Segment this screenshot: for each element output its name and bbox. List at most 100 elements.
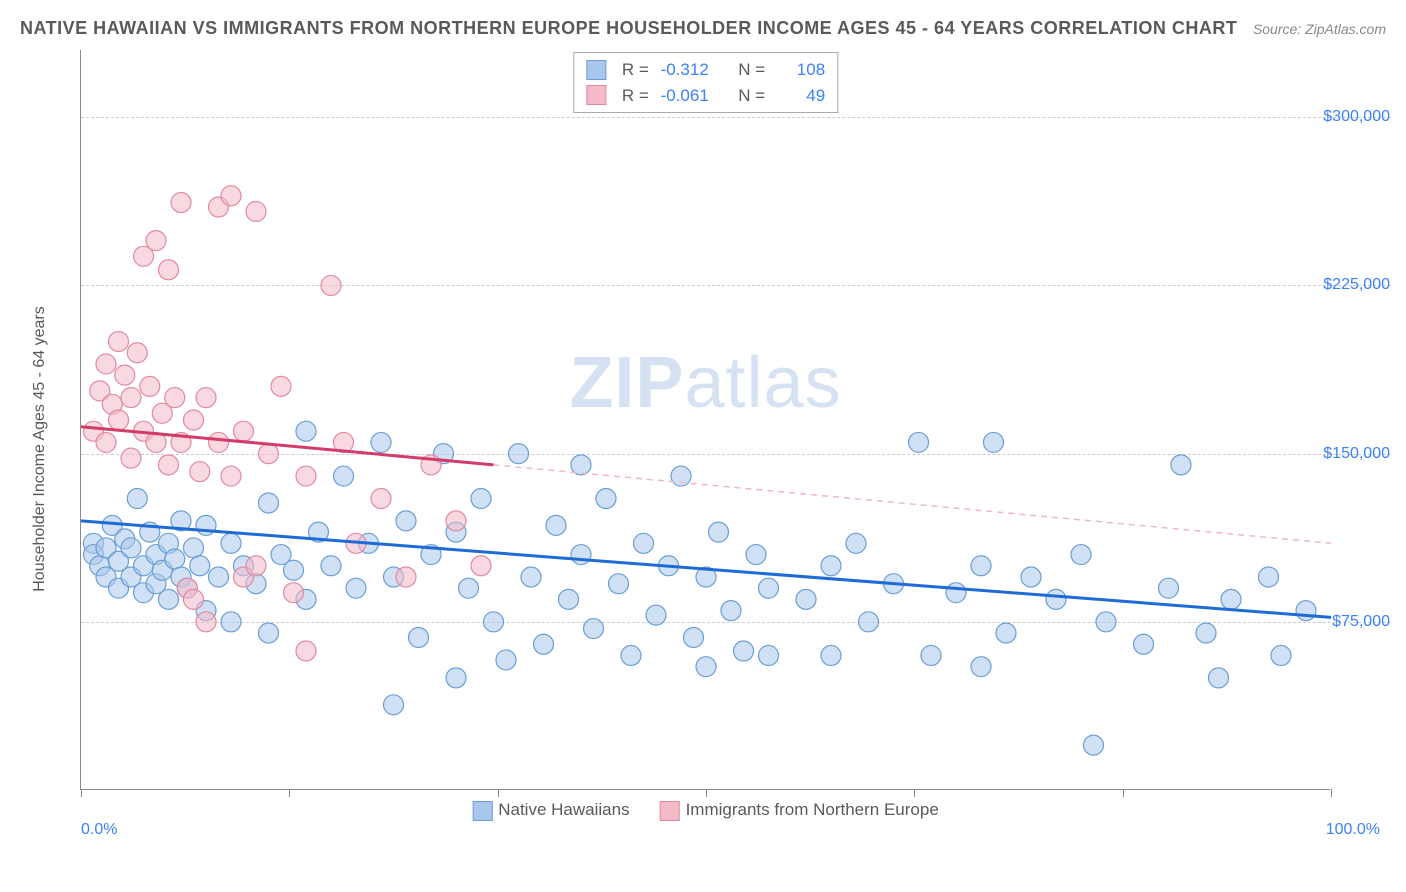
scatter-point (146, 231, 166, 251)
scatter-point (296, 641, 316, 661)
scatter-point (271, 376, 291, 396)
scatter-point (409, 628, 429, 648)
scatter-point (621, 645, 641, 665)
scatter-point (1071, 545, 1091, 565)
stats-r-label: R = (622, 57, 649, 83)
chart-container: Householder Income Ages 45 - 64 years ZI… (50, 50, 1390, 830)
scatter-point (571, 545, 591, 565)
scatter-point (721, 601, 741, 621)
scatter-point (584, 619, 604, 639)
scatter-point (684, 628, 704, 648)
scatter-point (384, 695, 404, 715)
scatter-svg (81, 50, 1330, 789)
scatter-point (1021, 567, 1041, 587)
scatter-point (184, 589, 204, 609)
source-attribution: Source: ZipAtlas.com (1253, 21, 1386, 37)
scatter-point (221, 533, 241, 553)
scatter-point (190, 462, 210, 482)
x-tick (81, 789, 82, 797)
legend-swatch (660, 801, 680, 821)
scatter-point (446, 511, 466, 531)
scatter-point (396, 511, 416, 531)
scatter-point (196, 612, 216, 632)
scatter-point (296, 421, 316, 441)
scatter-point (259, 623, 279, 643)
scatter-point (1084, 735, 1104, 755)
scatter-point (371, 488, 391, 508)
scatter-point (546, 515, 566, 535)
regression-line (81, 427, 494, 465)
scatter-point (196, 388, 216, 408)
scatter-point (96, 432, 116, 452)
legend-bottom: Native HawaiiansImmigrants from Northern… (472, 800, 939, 821)
scatter-point (1271, 645, 1291, 665)
stats-box: R =-0.312 N =108R =-0.061 N =49 (573, 52, 838, 113)
scatter-point (115, 365, 135, 385)
scatter-point (121, 448, 141, 468)
scatter-point (127, 343, 147, 363)
scatter-point (121, 388, 141, 408)
scatter-point (209, 432, 229, 452)
scatter-point (321, 556, 341, 576)
regression-line (81, 521, 1331, 617)
scatter-point (609, 574, 629, 594)
scatter-point (284, 583, 304, 603)
scatter-point (221, 186, 241, 206)
plot-area: ZIPatlas $75,000$150,000$225,000$300,000… (80, 50, 1330, 790)
scatter-point (946, 583, 966, 603)
x-tick (914, 789, 915, 797)
scatter-point (159, 260, 179, 280)
scatter-point (171, 192, 191, 212)
stats-r-label: R = (622, 83, 649, 109)
scatter-point (759, 578, 779, 598)
scatter-point (165, 549, 185, 569)
scatter-point (521, 567, 541, 587)
scatter-point (334, 466, 354, 486)
stats-n-label: N = (738, 83, 765, 109)
scatter-point (159, 589, 179, 609)
scatter-point (559, 589, 579, 609)
scatter-point (209, 567, 229, 587)
scatter-point (396, 567, 416, 587)
scatter-point (634, 533, 654, 553)
scatter-point (109, 332, 129, 352)
x-min-label: 0.0% (81, 821, 117, 839)
scatter-point (109, 410, 129, 430)
scatter-point (165, 388, 185, 408)
stats-r-value: -0.061 (659, 83, 709, 109)
scatter-point (646, 605, 666, 625)
scatter-point (184, 538, 204, 558)
scatter-point (190, 556, 210, 576)
x-tick (289, 789, 290, 797)
scatter-point (1259, 567, 1279, 587)
scatter-point (321, 275, 341, 295)
stats-row: R =-0.312 N =108 (586, 57, 825, 83)
scatter-point (246, 201, 266, 221)
scatter-point (796, 589, 816, 609)
scatter-point (140, 376, 160, 396)
chart-title: NATIVE HAWAIIAN VS IMMIGRANTS FROM NORTH… (20, 18, 1237, 39)
x-tick (498, 789, 499, 797)
legend-swatch (472, 801, 492, 821)
scatter-point (459, 578, 479, 598)
scatter-point (234, 421, 254, 441)
scatter-point (221, 466, 241, 486)
scatter-point (184, 410, 204, 430)
scatter-point (127, 488, 147, 508)
y-axis-label: Householder Income Ages 45 - 64 years (31, 306, 49, 592)
scatter-point (259, 493, 279, 513)
scatter-point (734, 641, 754, 661)
scatter-point (1221, 589, 1241, 609)
legend-item: Immigrants from Northern Europe (660, 800, 939, 821)
scatter-point (996, 623, 1016, 643)
scatter-point (159, 455, 179, 475)
stats-n-value: 108 (775, 57, 825, 83)
x-tick (1331, 789, 1332, 797)
stats-row: R =-0.061 N =49 (586, 83, 825, 109)
scatter-point (921, 645, 941, 665)
scatter-point (1159, 578, 1179, 598)
scatter-point (346, 578, 366, 598)
stats-swatch (586, 85, 606, 105)
x-max-label: 100.0% (1326, 821, 1380, 839)
scatter-point (746, 545, 766, 565)
